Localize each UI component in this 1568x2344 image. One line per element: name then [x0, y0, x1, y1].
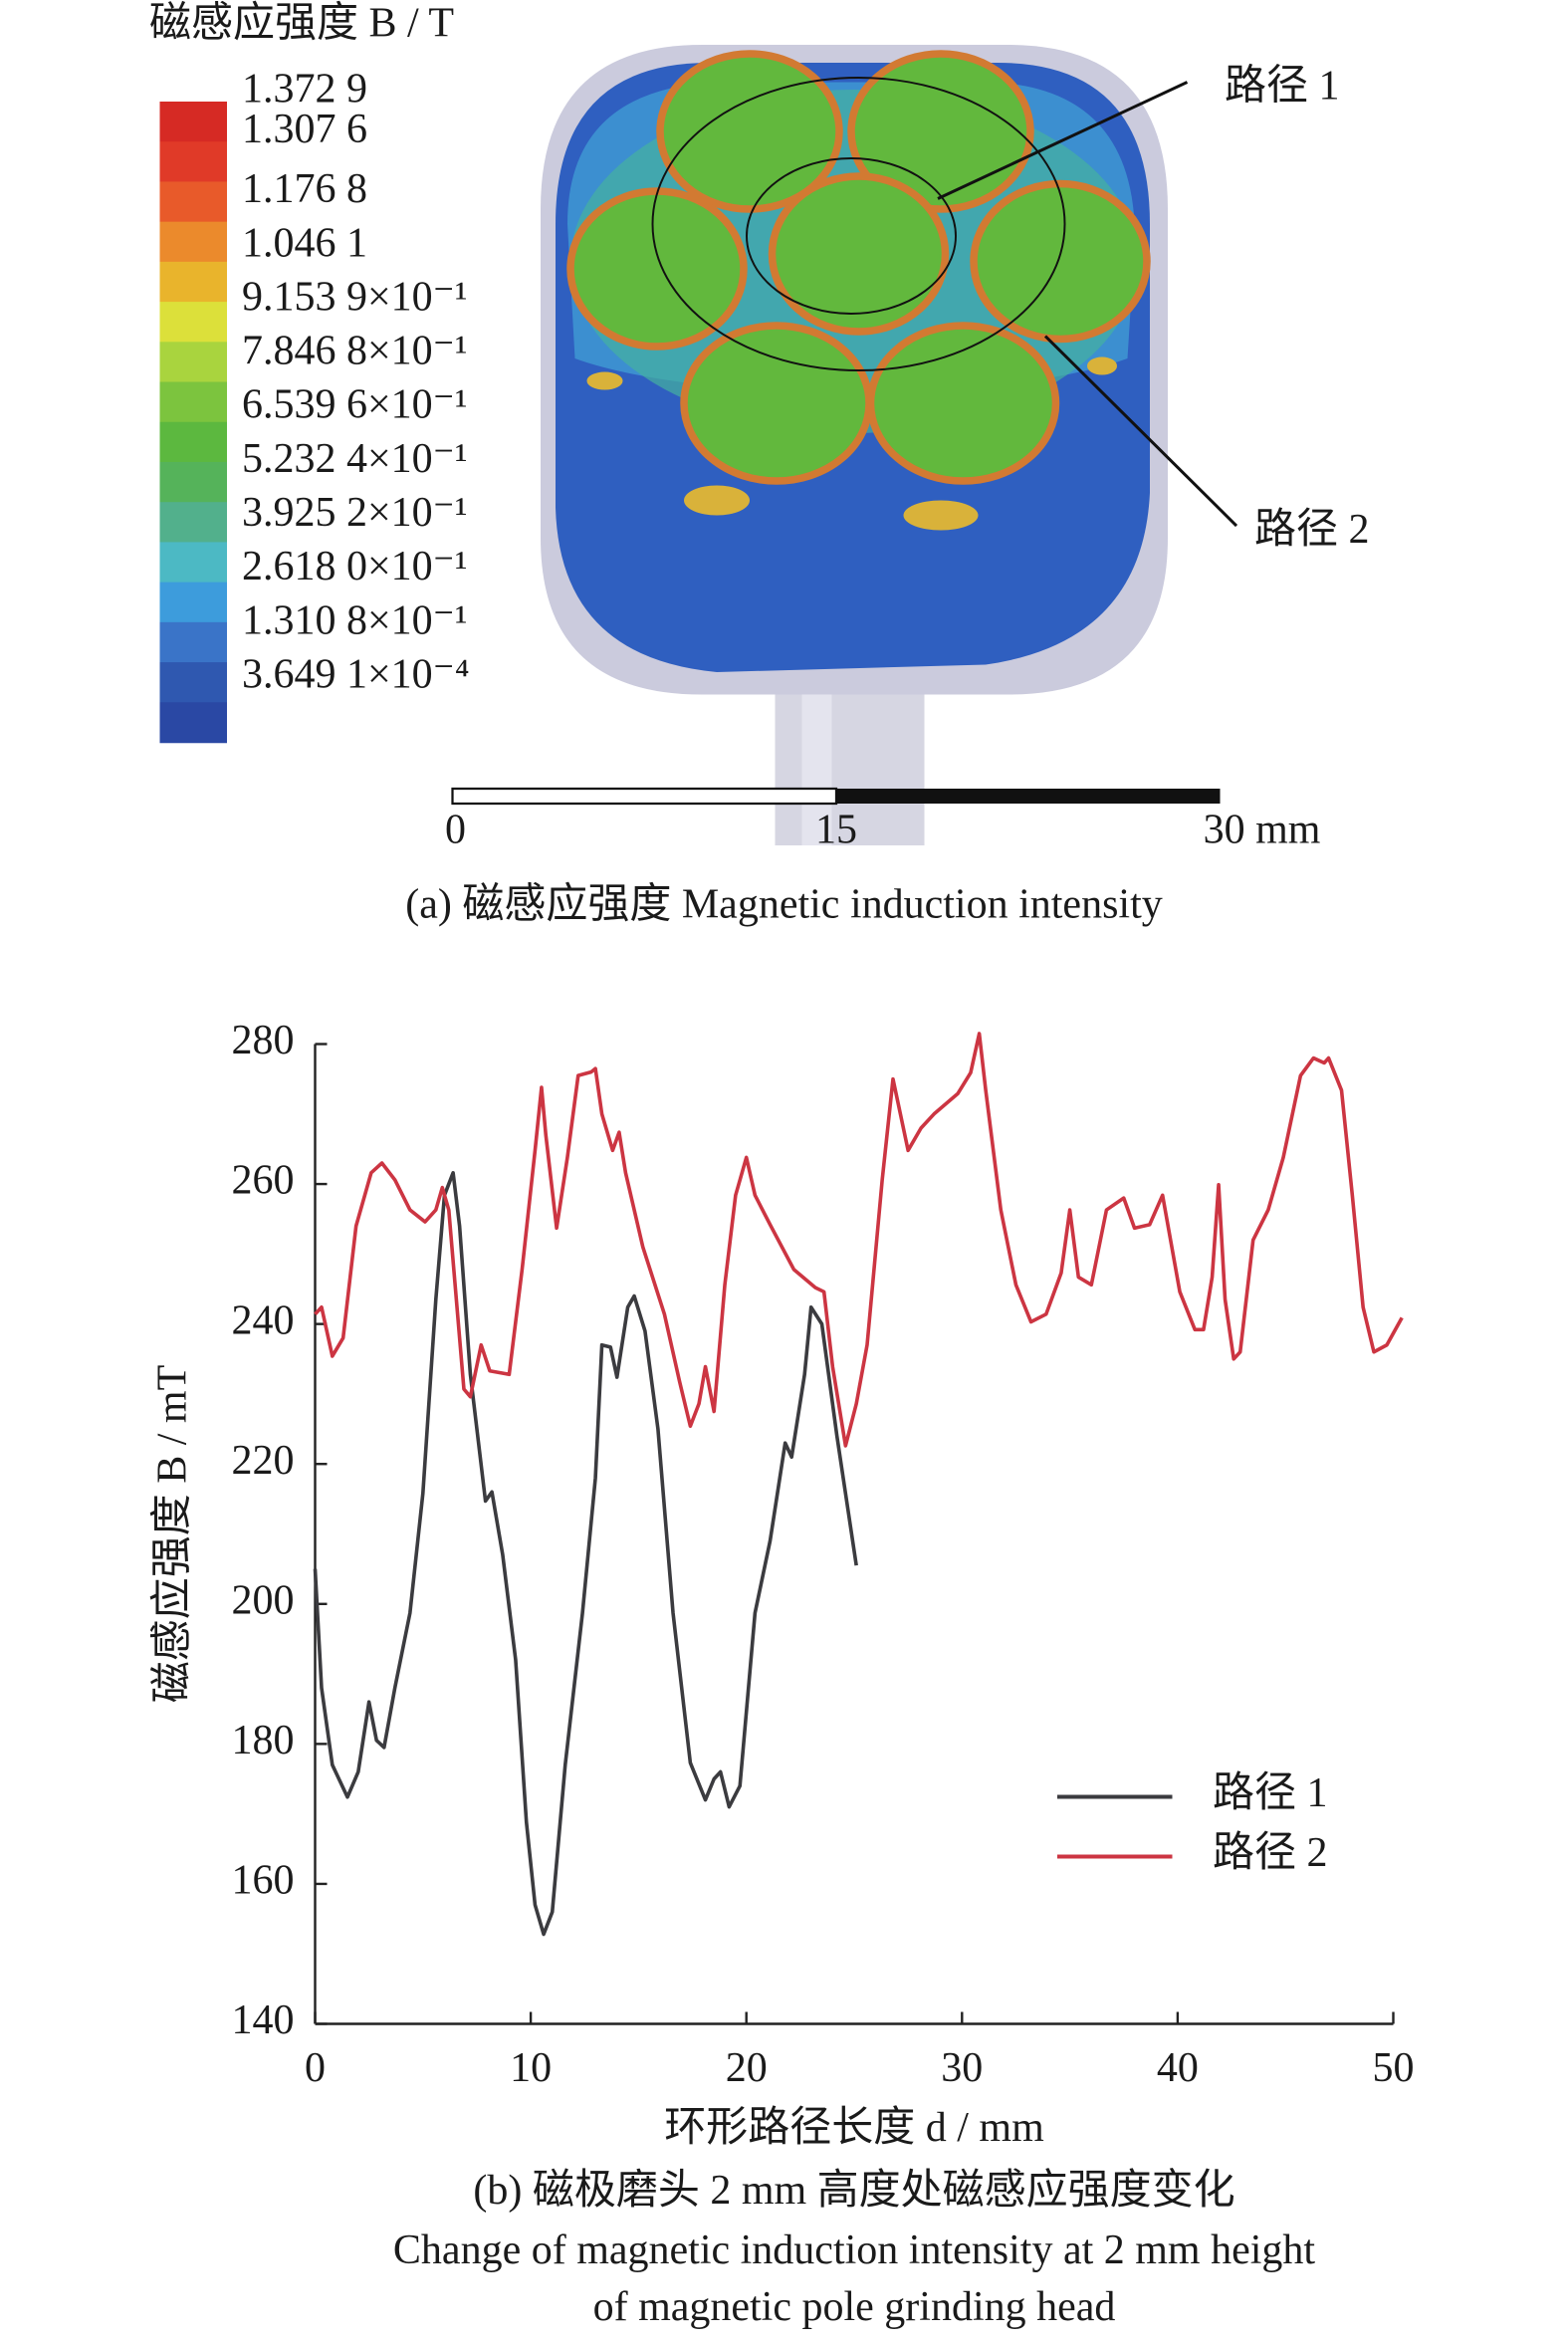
colorbar-swatch: [159, 261, 227, 303]
colorbar-swatch: [159, 502, 227, 544]
x-tick-label: 50: [1373, 2045, 1415, 2091]
y-tick-label: 260: [232, 1158, 295, 1204]
colorbar-label: 1.372 9: [242, 67, 367, 113]
scale-label: 15: [815, 808, 857, 853]
colorbar-label: 5.232 4×10⁻¹: [242, 436, 467, 482]
y-tick-label: 220: [232, 1438, 295, 1484]
x-tick-label: 20: [726, 2045, 768, 2091]
colorbar-label: 3.925 2×10⁻¹: [242, 490, 467, 536]
colorbar-swatch: [159, 342, 227, 383]
hot-spot: [586, 371, 623, 390]
colorbar-label: 2.618 0×10⁻¹: [242, 544, 467, 589]
colorbar-label: 1.310 8×10⁻¹: [242, 597, 467, 643]
pole: [866, 322, 1060, 485]
hot-spot: [903, 500, 979, 531]
pole: [680, 322, 873, 485]
y-axis-label: 磁感应强度 B / mT: [149, 1365, 196, 1704]
simulation-image: [541, 45, 1238, 846]
colorbar-label: 7.846 8×10⁻¹: [242, 329, 467, 374]
colorbar-swatch: [159, 702, 227, 744]
colorbar-label: 9.153 9×10⁻¹: [242, 274, 467, 320]
scale-label: 30 mm: [1204, 808, 1321, 853]
pole: [970, 179, 1151, 344]
colorbar-swatch: [159, 582, 227, 623]
scale-bar-white: [451, 787, 838, 806]
x-axis-label: 环形路径长度 d / mm: [664, 2105, 1044, 2151]
colorbar-label: 1.046 1: [242, 220, 367, 266]
path-2-circle: [651, 77, 1066, 371]
scale-label: 0: [445, 808, 466, 853]
pole: [566, 187, 748, 351]
scale-bar-black: [836, 789, 1221, 805]
leader-line: [1043, 335, 1238, 528]
x-tick-label: 0: [305, 2045, 326, 2091]
colorbar-swatch: [159, 381, 227, 423]
y-tick-label: 160: [232, 1858, 295, 1904]
y-tick-label: 280: [232, 1018, 295, 1063]
colorbar-swatch: [159, 141, 227, 183]
legend-label: 路径 1: [1213, 1770, 1328, 1816]
colorbar-swatch: [159, 542, 227, 584]
pole: [768, 172, 950, 336]
leader-line: [937, 81, 1189, 200]
pole: [847, 50, 1034, 213]
legend-label: 路径 2: [1213, 1830, 1328, 1876]
hot-spots: [586, 356, 1117, 531]
path-label: 路径 2: [1254, 507, 1370, 553]
caption: Change of magnetic induction intensity a…: [393, 2227, 1315, 2273]
y-tick-label: 200: [232, 1577, 295, 1623]
colorbar-swatch: [159, 102, 227, 142]
poles: [566, 50, 1151, 485]
colorbar-swatch: [159, 421, 227, 463]
colorbar-label: 6.539 6×10⁻¹: [242, 382, 467, 428]
colorbar-label: 1.176 8: [242, 166, 367, 212]
caption: of magnetic pole grinding head: [593, 2284, 1116, 2330]
hot-spot: [1087, 356, 1117, 375]
x-tick-label: 10: [510, 2045, 552, 2091]
colorbar-swatch: [159, 621, 227, 663]
x-tick-label: 40: [1157, 2045, 1199, 2091]
series-line: [314, 1032, 1404, 1448]
path-1-circle: [746, 157, 957, 315]
colorbar-swatch: [159, 302, 227, 344]
colorbar-swatch: [159, 221, 227, 263]
series-line: [313, 1171, 858, 1937]
colorbar-swatch: [159, 662, 227, 704]
caption: (b) 磁极磨头 2 mm 高度处磁感应强度变化: [473, 2167, 1234, 2214]
colorbar-swatch: [159, 461, 227, 503]
colorbar-title: 磁感应强度 B / T: [149, 0, 454, 47]
hot-spot: [684, 485, 750, 516]
path-label: 路径 1: [1225, 64, 1340, 110]
y-tick-label: 240: [232, 1297, 295, 1343]
caption: (a) 磁感应强度 Magnetic induction intensity: [405, 881, 1163, 928]
colorbar-swatch: [159, 181, 227, 223]
colorbar-label: 1.307 6: [242, 107, 367, 152]
colorbar-label: 3.649 1×10⁻⁴: [242, 651, 470, 697]
y-tick-label: 180: [232, 1718, 295, 1763]
x-tick-label: 30: [941, 2045, 983, 2091]
y-tick-label: 140: [232, 1997, 295, 2043]
